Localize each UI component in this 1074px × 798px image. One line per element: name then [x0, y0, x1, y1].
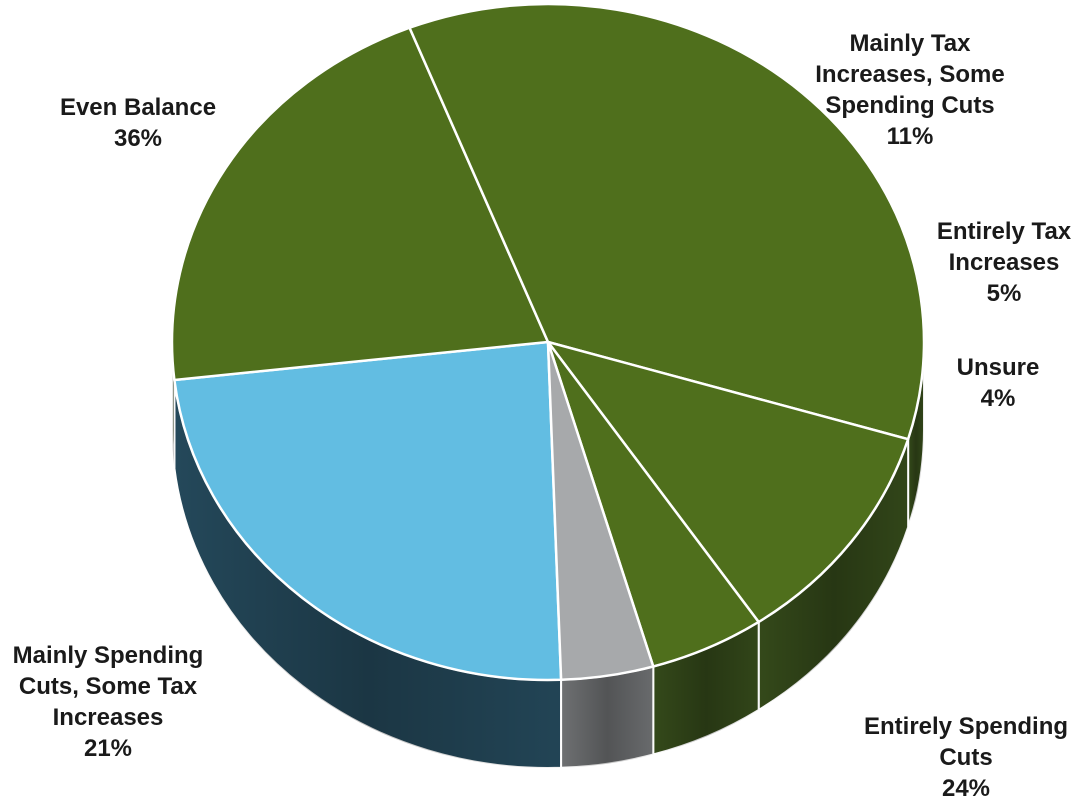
pie-side-walls	[171, 341, 925, 769]
slice-category-label: Spending Cuts	[825, 92, 994, 119]
slice-label-entirely-spending-cuts: Entirely Spending Cuts 24%	[864, 713, 1068, 798]
slice-category-label: Entirely Spending	[864, 713, 1068, 740]
pie-slice-mainly-tax-increases-some-spending-cuts	[546, 340, 910, 624]
slice-value-label: 21%	[84, 735, 132, 762]
slice-category-label: Mainly Tax	[850, 30, 972, 57]
slice-label-mainly-spending-cuts-some-tax-increases: Mainly Spending Cuts, Some Tax Increases 21…	[13, 642, 204, 762]
slice-value-label: 11%	[887, 123, 934, 150]
slice-category-label: Cuts	[939, 744, 992, 771]
slice-category-label: Unsure	[957, 354, 1040, 381]
pie-side-shade-unsure	[561, 666, 654, 768]
slice-value-label: 36%	[114, 125, 162, 152]
pie-side-shade-even-balance	[908, 342, 924, 528]
pie-slice-entirely-spending-cuts	[173, 340, 563, 682]
slice-label-entirely-tax-increases: Entirely Tax Increases 5%	[937, 218, 1072, 307]
pie-slice-unsure	[546, 340, 655, 682]
slice-category-label: Entirely Tax	[937, 218, 1072, 245]
pie-labels: Entirely Spending Cuts 24% Mainly Spending C…	[13, 30, 1072, 798]
slice-category-label: Even Balance	[60, 94, 216, 121]
pie-slice-mainly-spending-cuts-some-tax-increases	[170, 26, 550, 382]
pie-side-shade-entirely-tax-increases	[653, 621, 759, 755]
slice-value-label: 24%	[942, 775, 990, 798]
slice-label-unsure: Unsure 4%	[957, 354, 1040, 412]
slice-category-label: Cuts, Some Tax	[19, 673, 198, 700]
slice-category-label: Increases	[53, 704, 164, 731]
pie-top-faces	[170, 2, 926, 682]
pie-side-shade-entirely-spending-cuts	[174, 380, 562, 768]
slice-label-even-balance: Even Balance 36%	[60, 94, 216, 152]
slice-value-label: 4%	[981, 385, 1016, 412]
slice-value-label: 5%	[987, 280, 1022, 307]
slice-label-mainly-tax-increases-some-spending-cuts: Mainly Tax Increases, Some Spending Cuts 11…	[815, 30, 1004, 150]
pie-slice-even-balance	[408, 2, 926, 441]
slice-category-label: Increases	[949, 249, 1060, 276]
slice-category-label: Increases, Some	[815, 61, 1004, 88]
slice-category-label: Mainly Spending	[13, 642, 204, 669]
pie-side-shade-mainly-tax-increases-some-spending-cuts	[758, 439, 909, 710]
